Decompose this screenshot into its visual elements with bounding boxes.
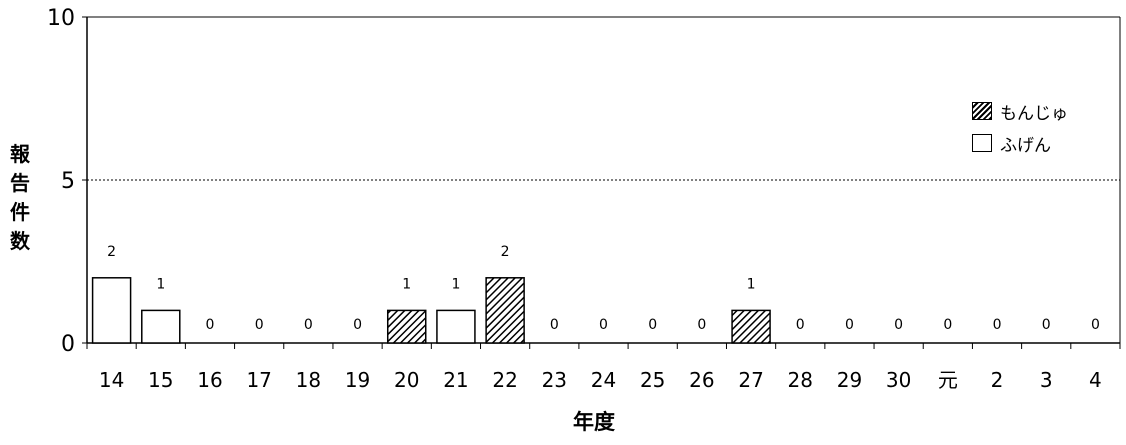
y-axis-label: 報 告 件 数	[8, 140, 32, 256]
x-tick-label: 26	[689, 368, 714, 392]
data-label: 1	[747, 276, 756, 292]
legend-swatch-white	[972, 134, 992, 152]
x-axis-label: 年度	[573, 410, 615, 434]
data-label: 0	[255, 317, 264, 333]
y-tick-label: 0	[61, 332, 75, 357]
x-tick-label: 2	[991, 368, 1004, 392]
x-tick-label: 25	[640, 368, 665, 392]
x-tick-label: 21	[443, 368, 468, 392]
x-tick-label: 元	[938, 368, 958, 392]
x-tick-label: 20	[394, 368, 419, 392]
data-label: 0	[796, 317, 805, 333]
x-tick-label: 16	[197, 368, 222, 392]
x-tick-label: 14	[99, 368, 124, 392]
data-label: 0	[993, 317, 1002, 333]
bar-layer	[91, 277, 771, 344]
x-tick-label: 18	[296, 368, 321, 392]
bar-fugen	[141, 309, 181, 344]
data-label: 0	[648, 317, 657, 333]
y-tick-label: 10	[47, 6, 75, 31]
data-label: 0	[1091, 317, 1100, 333]
legend-swatch-hatched	[972, 102, 992, 120]
axis-layer	[82, 16, 1121, 349]
data-label: 0	[1042, 317, 1051, 333]
x-tick-label: 27	[738, 368, 763, 392]
data-label: 0	[550, 317, 559, 333]
legend-label-monju: もんじゅ	[1000, 103, 1068, 124]
data-label: 0	[599, 317, 608, 333]
x-tick-label: 22	[492, 368, 517, 392]
x-tick-label: 30	[886, 368, 911, 392]
label-layer: 0510142151160170180190201211222230240250…	[47, 6, 1102, 392]
legend-item-fugen: ふげん	[972, 132, 1068, 156]
x-tick-label: 15	[148, 368, 173, 392]
y-axis-label-char: 報	[10, 142, 30, 166]
bar-monju	[485, 277, 525, 344]
data-label: 1	[156, 276, 165, 292]
x-tick-label: 28	[788, 368, 813, 392]
legend: もんじゅ ふげん	[972, 100, 1068, 164]
x-tick-label: 3	[1040, 368, 1053, 392]
data-label: 0	[894, 317, 903, 333]
data-label: 1	[451, 276, 460, 292]
data-label: 1	[402, 276, 411, 292]
bar-fugen	[436, 309, 476, 344]
y-axis-label-char: 件	[10, 200, 30, 224]
data-label: 2	[107, 244, 116, 260]
data-label: 0	[353, 317, 362, 333]
x-tick-label: 29	[837, 368, 862, 392]
data-label: 2	[501, 244, 510, 260]
data-label: 0	[845, 317, 854, 333]
bar-fugen	[91, 277, 132, 344]
y-axis-label-char: 告	[10, 171, 30, 195]
bar-monju	[386, 309, 427, 344]
x-tick-label: 24	[591, 368, 616, 392]
x-tick-label: 4	[1089, 368, 1102, 392]
data-label: 0	[304, 317, 313, 333]
data-label: 0	[206, 317, 215, 333]
y-axis-label-char: 数	[10, 229, 30, 253]
y-tick-label: 5	[61, 169, 75, 194]
x-tick-label: 23	[542, 368, 567, 392]
legend-label-fugen: ふげん	[1000, 135, 1051, 156]
bar-monju	[731, 309, 771, 344]
data-label: 0	[697, 317, 706, 333]
x-tick-label: 17	[246, 368, 271, 392]
x-tick-label: 19	[345, 368, 370, 392]
data-label: 0	[943, 317, 952, 333]
legend-item-monju: もんじゅ	[972, 100, 1068, 124]
